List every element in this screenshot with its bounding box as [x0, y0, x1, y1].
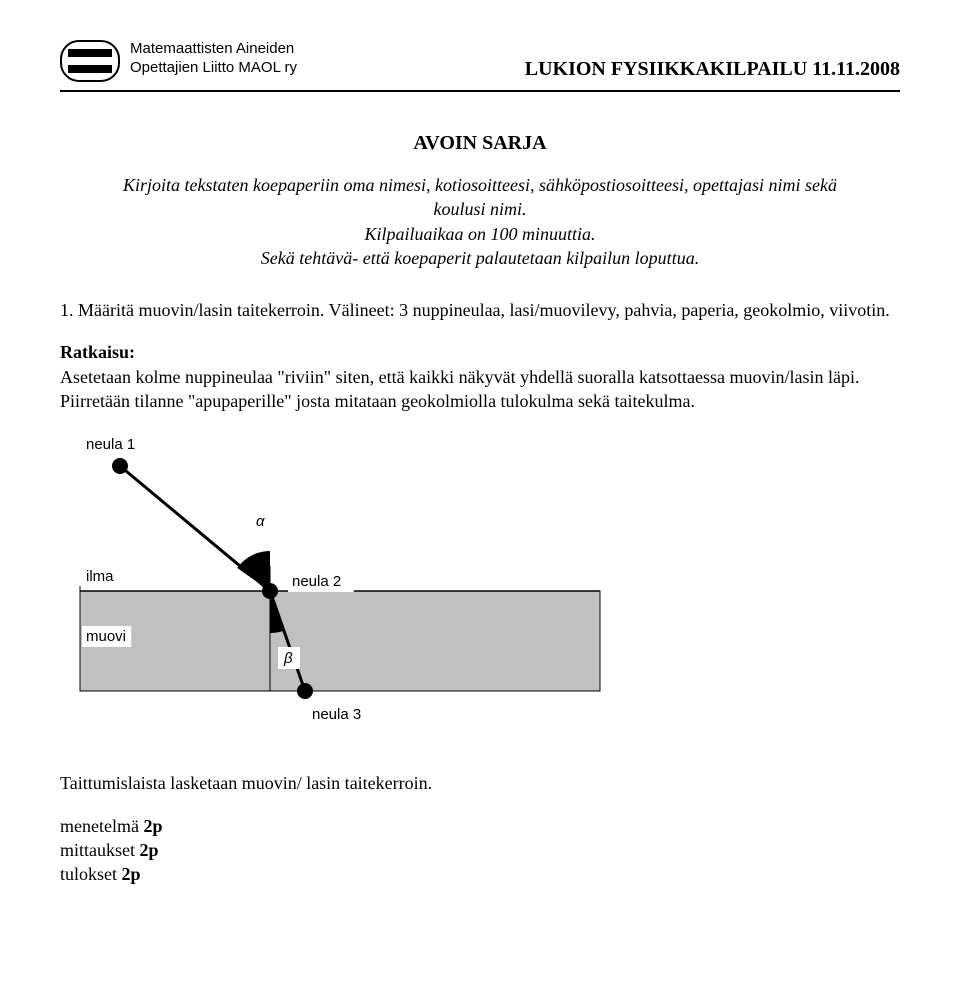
section-title: AVOIN SARJA — [60, 132, 900, 155]
mark-points: 2p — [122, 864, 141, 884]
after-diagram-text: Taittumislaista lasketaan muovin/ lasin … — [60, 771, 900, 795]
mark-points: 2p — [143, 816, 162, 836]
svg-text:α: α — [256, 513, 265, 530]
solution-block: Ratkaisu: Asetetaan kolme nuppineulaa "r… — [60, 340, 900, 413]
org-line1: Matemaattisten Aineiden — [130, 40, 297, 59]
svg-text:muovi: muovi — [86, 628, 126, 645]
marks-row: tulokset 2p — [60, 862, 900, 886]
mark-label: mittaukset — [60, 840, 140, 860]
intro-text: Kirjoita tekstaten koepaperiin oma nimes… — [110, 173, 850, 270]
marks-list: menetelmä 2p mittaukset 2p tulokset 2p — [60, 814, 900, 887]
marks-row: mittaukset 2p — [60, 838, 900, 862]
question-1: 1. Määritä muovin/lasin taitekerroin. Vä… — [60, 298, 900, 322]
svg-text:ilma: ilma — [86, 568, 114, 585]
org-line2: Opettajien Liitto MAOL ry — [130, 59, 297, 78]
ratkaisu-body: Asetetaan kolme nuppineulaa "riviin" sit… — [60, 367, 860, 411]
svg-text:neula 1: neula 1 — [86, 436, 135, 453]
marks-row: menetelmä 2p — [60, 814, 900, 838]
mark-label: menetelmä — [60, 816, 143, 836]
org-name: Matemaattisten Aineiden Opettajien Liitt… — [130, 40, 297, 78]
header-rule — [60, 90, 900, 92]
mark-label: tulokset — [60, 864, 122, 884]
svg-text:neula 2: neula 2 — [292, 573, 341, 590]
competition-title: LUKION FYSIIKKAKILPAILU 11.11.2008 — [525, 40, 900, 81]
ratkaisu-label: Ratkaisu: — [60, 342, 135, 362]
mark-points: 2p — [140, 840, 159, 860]
maol-logo-icon — [60, 40, 120, 82]
refraction-diagram: neula 1 ilma neula 2 muovi neula 3 α β — [60, 431, 900, 731]
svg-text:neula 3: neula 3 — [312, 706, 361, 723]
svg-text:β: β — [283, 650, 293, 667]
